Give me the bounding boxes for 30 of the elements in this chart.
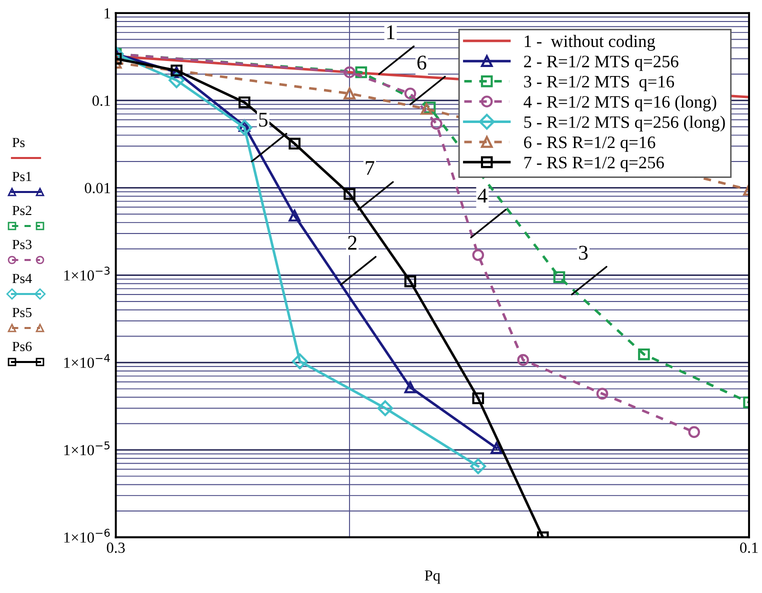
annotation: 3 bbox=[579, 246, 588, 260]
y-tick-label: 0.01 bbox=[84, 182, 110, 194]
text: Ps bbox=[12, 138, 25, 148]
annotation: 7 bbox=[366, 161, 374, 175]
y-tick-label: 1×10$^{−4}$ bbox=[64, 354, 110, 368]
text: Ps5 bbox=[12, 308, 32, 318]
legend-label: 1 - without coding bbox=[524, 34, 656, 51]
x-tick-label: 0.3 bbox=[106, 542, 125, 553]
x-axis-title: Pq bbox=[424, 570, 440, 584]
text: Ps6 bbox=[12, 342, 32, 352]
text: Ps1 bbox=[12, 172, 32, 182]
annotation: 6 bbox=[417, 56, 426, 70]
y-tick-label: 0.1 bbox=[92, 96, 110, 106]
annotation: 4 bbox=[478, 188, 488, 202]
annotation: 2 bbox=[348, 236, 356, 250]
text: Ps2 bbox=[12, 206, 32, 216]
legend-label: 7 - RS R=1/2 q=256 bbox=[524, 156, 664, 172]
legend-label: 5 - R=1/2 MTS q=256 (long) bbox=[524, 116, 725, 132]
legend-label: 2 - R=1/2 MTS q=256 bbox=[524, 56, 678, 71]
y-tick-label: 1×10$^{−6}$ bbox=[64, 528, 110, 543]
legend-label: 4 - R=1/2 MTS q=16 (long) bbox=[524, 96, 716, 112]
text: Ps4 bbox=[12, 274, 32, 284]
legend-label: 3 - R=1/2 MTS q=16 bbox=[524, 76, 674, 92]
y-tick-label: 1×10$^{−3}$ bbox=[64, 266, 110, 281]
text: Ps3 bbox=[12, 240, 32, 250]
legend-label: 6 - RS R=1/2 q=16 bbox=[524, 136, 656, 152]
y-tick-label: 1×10$^{−5}$ bbox=[64, 441, 110, 456]
annotation: 5 bbox=[259, 112, 268, 127]
annotation: 1 bbox=[387, 25, 395, 40]
y-tick-label: 1 bbox=[104, 8, 110, 18]
